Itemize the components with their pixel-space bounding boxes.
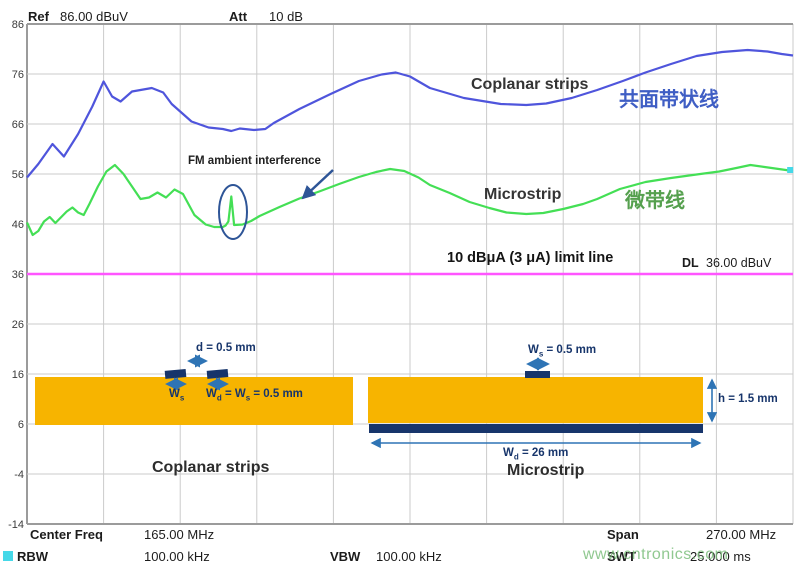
center-freq-label: Center Freq xyxy=(30,527,103,542)
coplanar-substrate xyxy=(35,377,353,425)
wd-equals-label: Wd = Ws = 0.5 mm xyxy=(206,388,303,403)
fm-interference-arrow xyxy=(301,169,334,200)
coplanar-strip-right xyxy=(206,369,229,379)
swt-value: 25.000 ms xyxy=(690,549,751,564)
y-axis-tick-label: 76 xyxy=(12,69,24,81)
ref-value: 86.00 dBuV xyxy=(60,9,128,24)
microstrip-trace-label: Microstrip xyxy=(484,186,562,203)
coplanar-strips-trace xyxy=(26,48,794,179)
coplanar-caption: Coplanar strips xyxy=(152,459,270,476)
fm-interference-circle xyxy=(218,184,248,240)
microstrip-ws-label: Ws = 0.5 mm xyxy=(528,344,597,359)
ref-label: Ref xyxy=(28,9,49,24)
microstrip-ground-plane xyxy=(369,424,703,433)
vbw-value: 100.00 kHz xyxy=(376,549,442,564)
dl-value: 36.00 dBuV xyxy=(706,256,772,270)
y-axis-tick-label: 46 xyxy=(12,219,24,231)
y-axis-tick-label: 16 xyxy=(12,369,24,381)
swt-label: SWT xyxy=(607,549,636,564)
trace-marker-swatch xyxy=(3,551,13,561)
span-value: 270.00 MHz xyxy=(706,527,777,542)
vbw-label: VBW xyxy=(330,549,361,564)
dl-label: DL xyxy=(682,256,699,270)
y-axis-tick-label: 66 xyxy=(12,119,24,131)
coplanar-strip-left xyxy=(164,369,187,379)
rbw-label: RBW xyxy=(17,549,49,564)
y-axis-tick-label: 26 xyxy=(12,319,24,331)
microstrip-signal-strip xyxy=(525,371,550,378)
watermark: www.cntronics.com xyxy=(583,546,729,563)
y-axis-tick-label: -14 xyxy=(8,519,24,531)
coplanar-trace-label: Coplanar strips xyxy=(471,76,589,93)
microstrip-caption: Microstrip xyxy=(507,462,585,479)
y-axis-tick-label: 6 xyxy=(18,419,24,431)
y-axis-tick-label: 86 xyxy=(12,19,24,31)
span-label: Span xyxy=(607,527,639,542)
height-label: h = 1.5 mm xyxy=(718,393,778,405)
microstrip-wd-label: Wd = 26 mm xyxy=(503,447,569,462)
rbw-value: 100.00 kHz xyxy=(144,549,210,564)
gap-dimension-label: d = 0.5 mm xyxy=(196,342,256,354)
microstrip-trace-label-cn: 微带线 xyxy=(625,190,685,212)
fm-interference-label: FM ambient interference xyxy=(188,155,321,167)
ws-label: Ws xyxy=(169,388,185,403)
trace-marker xyxy=(787,167,794,173)
coplanar-trace-label-cn: 共面带状线 xyxy=(619,89,719,111)
limit-line-label: 10 dBμA (3 μA) limit line xyxy=(447,250,614,266)
y-axis-tick-label: 36 xyxy=(12,269,24,281)
center-freq-value: 165.00 MHz xyxy=(144,527,215,542)
att-value: 10 dB xyxy=(269,9,303,24)
y-axis-tick-label: 56 xyxy=(12,169,24,181)
att-label: Att xyxy=(229,9,248,24)
microstrip-substrate xyxy=(368,377,703,423)
y-axis-tick-label: -4 xyxy=(14,469,24,481)
